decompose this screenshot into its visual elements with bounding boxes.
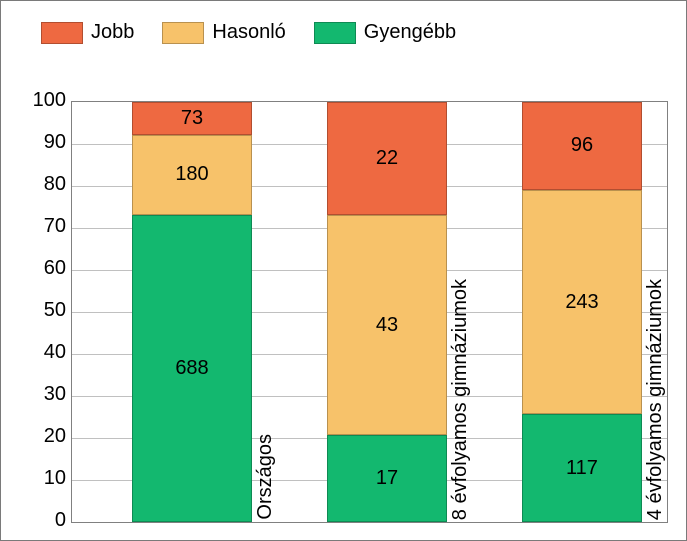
chart-container: Jobb Hasonló Gyengébb 688 180 73 Országos 17…	[0, 0, 687, 541]
y-tick-label: 0	[21, 509, 66, 532]
bar-segment-gyengebb: 17	[327, 435, 447, 522]
y-tick-label: 70	[21, 215, 66, 238]
category-label: 8 évfolyamos gimnáziumok	[449, 279, 472, 520]
bar-value-label: 180	[175, 163, 208, 186]
legend-label-gyengebb: Gyengébb	[364, 21, 456, 44]
category-label: Országos	[254, 434, 277, 520]
y-tick-label: 40	[21, 341, 66, 364]
y-tick-label: 80	[21, 173, 66, 196]
y-tick-label: 100	[21, 89, 66, 112]
bar-segment-jobb: 73	[132, 102, 252, 135]
bar-value-label: 688	[175, 357, 208, 380]
bar-segment-jobb: 96	[522, 102, 642, 191]
legend-swatch-hasonlo	[162, 22, 204, 44]
bar-segment-hasonlo: 243	[522, 190, 642, 414]
bar-segment-hasonlo: 43	[327, 215, 447, 435]
y-tick-label: 20	[21, 425, 66, 448]
bar-value-label: 73	[181, 107, 203, 130]
category-label: 4 évfolyamos gimnáziumok	[644, 279, 667, 520]
bar-value-label: 117	[566, 457, 598, 480]
legend-item-hasonlo: Hasonló	[162, 21, 285, 44]
legend-swatch-gyengebb	[314, 22, 356, 44]
legend-item-gyengebb: Gyengébb	[314, 21, 456, 44]
bar-value-label: 96	[571, 134, 593, 157]
bar-value-label: 43	[376, 314, 398, 337]
y-tick-label: 60	[21, 257, 66, 280]
bar-group: 17 43 22	[327, 102, 447, 522]
bar-value-label: 243	[565, 291, 598, 314]
legend-label-jobb: Jobb	[91, 21, 134, 44]
bar-value-label: 22	[376, 147, 398, 170]
plot-area: 688 180 73 Országos 17 43 22 8 évfolyamos gimná…	[71, 101, 668, 523]
legend-item-jobb: Jobb	[41, 21, 134, 44]
bar-group: 117 243 96	[522, 102, 642, 522]
legend: Jobb Hasonló Gyengébb	[41, 21, 456, 44]
y-tick-label: 30	[21, 383, 66, 406]
legend-label-hasonlo: Hasonló	[212, 21, 285, 44]
y-tick-label: 10	[21, 467, 66, 490]
y-tick-label: 90	[21, 131, 66, 154]
bar-segment-gyengebb: 117	[522, 414, 642, 522]
bar-segment-gyengebb: 688	[132, 215, 252, 522]
bar-segment-hasonlo: 180	[132, 135, 252, 215]
y-tick-label: 50	[21, 299, 66, 322]
bar-group: 688 180 73	[132, 102, 252, 522]
bar-value-label: 17	[376, 467, 398, 490]
legend-swatch-jobb	[41, 22, 83, 44]
bar-segment-jobb: 22	[327, 102, 447, 215]
